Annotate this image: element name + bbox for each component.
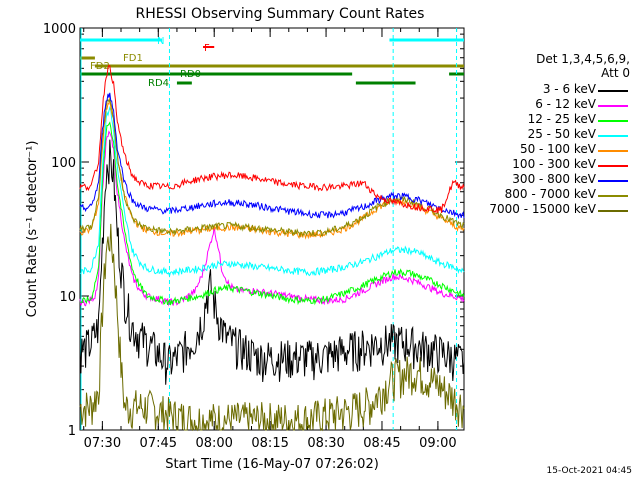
y-axis: 1000 100 10 1 <box>43 22 464 439</box>
legend-item: 50 - 100 keV <box>470 142 630 158</box>
series-line-2 <box>79 121 465 306</box>
legend-item: 3 - 6 keV <box>470 82 630 98</box>
legend-item: 7000 - 15000 keV <box>470 202 630 218</box>
legend-label: 300 - 800 keV <box>512 172 596 186</box>
x-tick-label: 07:45 <box>140 436 177 451</box>
legend-label: 800 - 7000 keV <box>504 187 596 201</box>
x-axis: 07:30 07:45 08:00 08:15 08:30 08:45 09:00 <box>83 28 458 451</box>
series-line-1 <box>79 130 465 307</box>
legend-swatch <box>598 195 628 197</box>
legend-label: 25 - 50 keV <box>527 127 596 141</box>
series-line-5 <box>79 64 465 214</box>
legend-item: 100 - 300 keV <box>470 157 630 173</box>
flag-label-f: F <box>204 43 210 54</box>
legend-swatch <box>598 90 628 92</box>
legend-item: 300 - 800 keV <box>470 172 630 188</box>
flag-label-fd1: FD1 <box>123 53 143 64</box>
legend-item: 800 - 7000 keV <box>470 187 630 203</box>
chart-title: RHESSI Observing Summary Count Rates <box>136 6 425 22</box>
legend-swatch <box>598 210 628 212</box>
x-tick-label: 08:30 <box>307 436 344 451</box>
x-tick-label: 09:00 <box>419 436 456 451</box>
y-tick-label: 1 <box>68 424 76 439</box>
timestamp-credit: 15-Oct-2021 04:45 <box>546 466 632 476</box>
flag-label-rd0: RD0 <box>180 69 201 80</box>
x-tick-label: 08:15 <box>251 436 288 451</box>
series-line-3 <box>79 106 465 278</box>
flag-label-n: N <box>157 36 164 47</box>
y-tick-label: 1000 <box>43 22 76 37</box>
legend-label: 12 - 25 keV <box>527 112 596 126</box>
legend-label: 7000 - 15000 keV <box>489 202 596 216</box>
series-line-8 <box>79 223 465 432</box>
legend-item: 12 - 25 keV <box>470 112 630 128</box>
legend-swatch <box>598 135 628 137</box>
legend-swatch <box>598 150 628 152</box>
flag-label-rd4: RD4 <box>148 78 169 89</box>
x-axis-label: Start Time (16-May-07 07:26:02) <box>165 457 379 472</box>
series-line-4 <box>79 97 465 240</box>
y-axis-label: Count Rate (s⁻¹ detector⁻¹) <box>25 141 40 318</box>
series-line-0 <box>79 139 465 385</box>
legend-swatch <box>598 165 628 167</box>
legend-header-2: Att 0 <box>601 66 630 80</box>
legend-item: 6 - 12 keV <box>470 97 630 113</box>
y-tick-label: 10 <box>59 290 76 305</box>
legend-label: 6 - 12 keV <box>535 97 596 111</box>
legend-swatch <box>598 105 628 107</box>
legend-label: 100 - 300 keV <box>512 157 596 171</box>
x-tick-label: 07:30 <box>84 436 121 451</box>
legend-header-1: Det 1,3,4,5,6,9, <box>536 52 630 66</box>
y-tick-label: 100 <box>51 156 76 171</box>
series-group <box>79 64 465 432</box>
legend-swatch <box>598 180 628 182</box>
flag-label-fd2: FD2 <box>90 61 110 72</box>
series-line-7 <box>79 98 465 239</box>
series-line-6 <box>79 92 465 220</box>
legend-label: 50 - 100 keV <box>519 142 596 156</box>
x-tick-label: 08:45 <box>363 436 400 451</box>
legend-item: 25 - 50 keV <box>470 127 630 143</box>
x-tick-label: 08:00 <box>195 436 232 451</box>
legend-swatch <box>598 120 628 122</box>
legend-label: 3 - 6 keV <box>542 82 596 96</box>
